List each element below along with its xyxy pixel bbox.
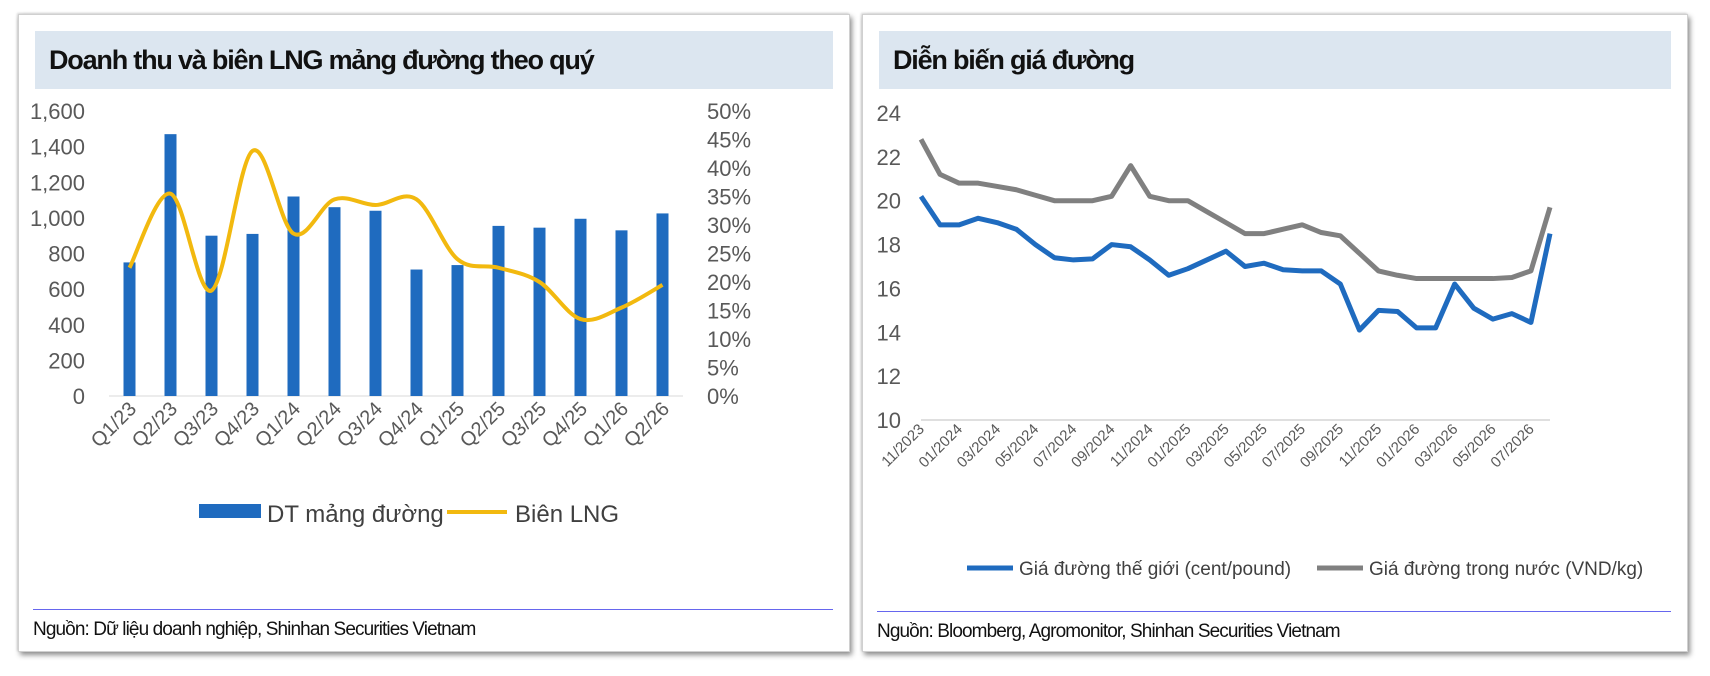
- bar: [123, 262, 136, 396]
- legend-label: Giá đường trong nước (VND/kg): [1369, 559, 1643, 580]
- source-note: Nguồn: Bloomberg, Agromonitor, Shinhan S…: [877, 621, 1341, 642]
- bar: [164, 134, 177, 396]
- y-axis-tick-label: 10: [877, 408, 901, 433]
- x-axis-tick-label: Q3/23: [169, 398, 223, 452]
- y-axis-tick-label: 600: [48, 277, 85, 302]
- chart-title: Diễn biến giá đường: [893, 45, 1135, 75]
- legend-label: DT mảng đường: [267, 501, 444, 528]
- x-axis-tick-label: Q2/25: [456, 398, 510, 452]
- y2-axis-tick-label: 10%: [707, 327, 751, 352]
- right-chart-panel: Diễn biến giá đường 10 12 14 16 18 20 22 24 11/2…: [862, 14, 1688, 652]
- y-axis-tick-label: 400: [48, 313, 85, 338]
- bar: [656, 213, 669, 396]
- y-axis-tick-label: 0: [73, 384, 85, 409]
- x-axis-tick-label: Q1/26: [579, 398, 633, 452]
- x-axis-tick-label: Q3/24: [333, 398, 387, 452]
- x-axis-tick-label: Q2/23: [128, 398, 182, 452]
- y-axis-tick-label: 200: [48, 348, 85, 373]
- y2-axis-tick-label: 15%: [707, 299, 751, 324]
- x-axis-tick-label: Q1/24: [251, 398, 305, 452]
- y2-axis-tick-label: 20%: [707, 270, 751, 295]
- y2-axis-tick-label: 0%: [707, 384, 739, 409]
- y2-axis-tick-label: 30%: [707, 213, 751, 238]
- chart-title-bar: Diễn biến giá đường: [879, 31, 1671, 89]
- bar: [615, 230, 628, 396]
- x-axis-tick-label: Q2/24: [292, 398, 346, 452]
- x-axis-tick-label: Q4/23: [210, 398, 264, 452]
- source-divider: [33, 609, 833, 610]
- y-axis-tick-label: 800: [48, 242, 85, 267]
- chart-title-bar: Doanh thu và biên LNG mảng đường theo qu…: [35, 31, 833, 89]
- revenue-margin-chart: 0 200 400 600 800 1,000 1,200 1,400 1,600 0% 5% 10%…: [30, 99, 751, 528]
- bar: [205, 235, 218, 396]
- bar: [492, 225, 505, 396]
- x-axis-tick-label: Q1/23: [87, 398, 141, 452]
- y-axis-tick-label: 1,600: [30, 99, 85, 124]
- x-axis-tick-label: Q4/25: [538, 398, 592, 452]
- source-note: Nguồn: Dữ liệu doanh nghiệp, Shinhan Sec…: [33, 619, 476, 640]
- y-axis-tick-label: 18: [877, 233, 901, 258]
- y-axis-tick-label: 24: [877, 101, 901, 126]
- chart-title: Doanh thu và biên LNG mảng đường theo qu…: [49, 45, 595, 75]
- left-chart-panel: Doanh thu và biên LNG mảng đường theo qu…: [18, 14, 850, 652]
- bar: [328, 207, 341, 396]
- y2-axis-tick-label: 25%: [707, 242, 751, 267]
- x-axis-tick-label: Q4/24: [374, 398, 428, 452]
- bar: [533, 227, 546, 396]
- y2-axis-tick-label: 45%: [707, 128, 751, 153]
- series-line-margin: [127, 148, 664, 323]
- y2-axis-tick-label: 5%: [707, 356, 739, 381]
- y-axis-tick-label: 16: [877, 276, 901, 301]
- legend-swatch-bar: [199, 504, 261, 518]
- x-axis-tick-label: Q1/25: [415, 398, 469, 452]
- bar: [287, 196, 300, 396]
- bar: [410, 269, 423, 396]
- y-axis-tick-label: 14: [877, 320, 901, 345]
- legend-label: Giá đường thế giới (cent/pound): [1019, 559, 1291, 580]
- y-axis-tick-label: 1,000: [30, 206, 85, 231]
- bar: [451, 265, 464, 396]
- bar: [574, 218, 587, 396]
- sugar-price-chart: 101214161820222411/202301/202403/202405/…: [877, 101, 1644, 580]
- y2-axis-tick-label: 35%: [707, 185, 751, 210]
- source-divider: [877, 611, 1671, 612]
- legend-label: Biên LNG: [515, 501, 619, 528]
- y-axis-tick-label: 12: [877, 364, 901, 389]
- x-axis-tick-label: Q3/25: [497, 398, 551, 452]
- y-axis-tick-label: 22: [877, 145, 901, 170]
- y-axis-tick-label: 20: [877, 189, 901, 214]
- y-axis-tick-label: 1,400: [30, 135, 85, 160]
- y-axis-tick-label: 1,200: [30, 170, 85, 195]
- bar: [246, 233, 259, 396]
- bar: [369, 210, 382, 396]
- series-line-domestic-price: [918, 138, 1553, 282]
- y2-axis-tick-label: 40%: [707, 156, 751, 181]
- y2-axis-tick-label: 50%: [707, 99, 751, 124]
- x-axis-tick-label: Q2/26: [620, 398, 674, 452]
- series-line-world-price: [918, 194, 1553, 333]
